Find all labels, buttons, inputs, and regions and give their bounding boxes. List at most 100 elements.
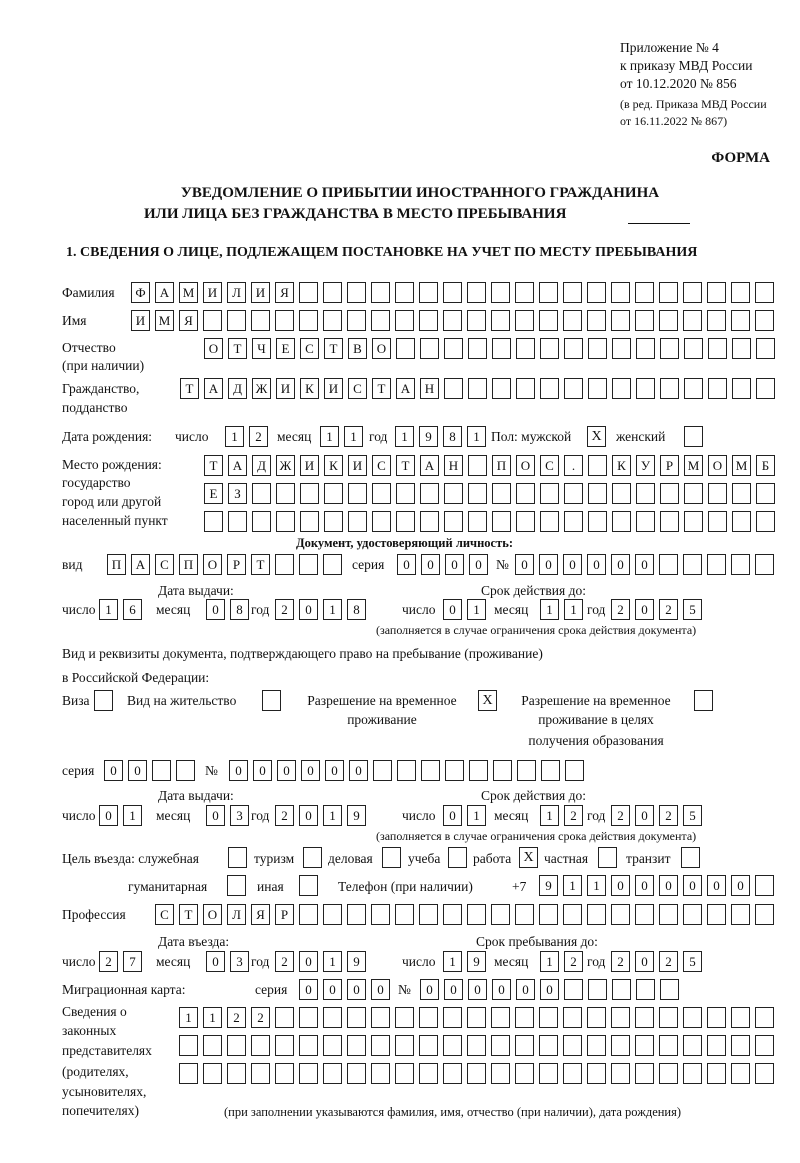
char-box[interactable]: П — [179, 554, 198, 575]
char-box[interactable] — [323, 1063, 342, 1084]
char-box[interactable] — [467, 310, 486, 331]
char-box[interactable] — [299, 282, 318, 303]
char-box[interactable] — [636, 338, 655, 359]
char-box[interactable] — [636, 483, 655, 504]
char-box[interactable]: И — [348, 455, 367, 476]
char-box[interactable]: И — [276, 378, 295, 399]
char-box[interactable] — [371, 1007, 390, 1028]
char-box[interactable]: М — [179, 282, 198, 303]
char-box[interactable] — [611, 282, 630, 303]
char-box[interactable] — [707, 282, 726, 303]
char-box[interactable] — [372, 511, 391, 532]
char-box[interactable]: 0 — [443, 805, 462, 826]
char-box[interactable] — [612, 511, 631, 532]
char-box[interactable] — [152, 760, 171, 781]
char-box[interactable]: 0 — [635, 599, 654, 620]
char-box[interactable]: Л — [227, 282, 246, 303]
char-box[interactable]: 1 — [225, 426, 244, 447]
char-box[interactable] — [491, 1035, 510, 1056]
char-box[interactable]: 1 — [323, 951, 342, 972]
char-box[interactable]: 0 — [206, 951, 225, 972]
char-box[interactable] — [660, 338, 679, 359]
char-box[interactable]: К — [324, 455, 343, 476]
char-box[interactable]: И — [203, 282, 222, 303]
char-box[interactable]: 0 — [683, 875, 702, 896]
char-box[interactable]: М — [155, 310, 174, 331]
char-box[interactable] — [347, 1007, 366, 1028]
purpose-service-checkbox[interactable] — [228, 847, 247, 868]
char-box[interactable]: 0 — [301, 760, 320, 781]
char-box[interactable] — [683, 282, 702, 303]
char-box[interactable]: Р — [275, 904, 294, 925]
char-box[interactable]: 1 — [323, 599, 342, 620]
char-box[interactable] — [179, 1063, 198, 1084]
char-box[interactable]: 0 — [421, 554, 440, 575]
char-box[interactable] — [493, 760, 512, 781]
char-box[interactable] — [516, 483, 535, 504]
char-box[interactable]: 1 — [540, 805, 559, 826]
char-box[interactable] — [443, 1007, 462, 1028]
char-box[interactable]: 0 — [277, 760, 296, 781]
char-box[interactable]: М — [684, 455, 703, 476]
char-box[interactable]: Т — [228, 338, 247, 359]
char-box[interactable] — [491, 282, 510, 303]
char-box[interactable] — [203, 1035, 222, 1056]
char-box[interactable]: 1 — [123, 805, 142, 826]
char-box[interactable] — [491, 1007, 510, 1028]
char-box[interactable] — [324, 483, 343, 504]
char-box[interactable]: 0 — [443, 599, 462, 620]
char-box[interactable]: О — [708, 455, 727, 476]
char-box[interactable]: 0 — [611, 554, 630, 575]
purpose-private-checkbox[interactable] — [598, 847, 617, 868]
char-box[interactable] — [659, 1063, 678, 1084]
char-box[interactable]: 0 — [469, 554, 488, 575]
char-box[interactable] — [324, 511, 343, 532]
char-box[interactable] — [635, 310, 654, 331]
char-box[interactable] — [252, 511, 271, 532]
char-box[interactable]: 1 — [467, 426, 486, 447]
char-box[interactable] — [396, 483, 415, 504]
char-box[interactable]: 2 — [275, 951, 294, 972]
char-box[interactable] — [299, 1007, 318, 1028]
char-box[interactable] — [323, 1035, 342, 1056]
char-box[interactable] — [660, 378, 679, 399]
char-box[interactable] — [347, 282, 366, 303]
char-box[interactable] — [323, 282, 342, 303]
char-box[interactable] — [587, 1035, 606, 1056]
char-box[interactable] — [515, 1007, 534, 1028]
char-box[interactable] — [564, 511, 583, 532]
char-box[interactable]: З — [228, 483, 247, 504]
char-box[interactable]: О — [516, 455, 535, 476]
char-box[interactable]: И — [131, 310, 150, 331]
char-box[interactable]: 8 — [443, 426, 462, 447]
char-box[interactable]: 0 — [397, 554, 416, 575]
char-box[interactable] — [515, 282, 534, 303]
char-box[interactable] — [468, 483, 487, 504]
char-box[interactable]: Т — [204, 455, 223, 476]
char-box[interactable] — [636, 511, 655, 532]
char-box[interactable] — [276, 511, 295, 532]
char-box[interactable] — [563, 904, 582, 925]
char-box[interactable]: 0 — [540, 979, 559, 1000]
char-box[interactable]: 0 — [611, 875, 630, 896]
char-box[interactable]: О — [372, 338, 391, 359]
char-box[interactable] — [612, 483, 631, 504]
char-box[interactable]: 0 — [325, 760, 344, 781]
char-box[interactable] — [251, 1035, 270, 1056]
char-box[interactable] — [635, 282, 654, 303]
char-box[interactable]: 5 — [683, 805, 702, 826]
char-box[interactable] — [252, 483, 271, 504]
char-box[interactable] — [612, 338, 631, 359]
char-box[interactable] — [659, 554, 678, 575]
char-box[interactable]: 9 — [467, 951, 486, 972]
char-box[interactable] — [443, 1063, 462, 1084]
char-box[interactable] — [515, 904, 534, 925]
